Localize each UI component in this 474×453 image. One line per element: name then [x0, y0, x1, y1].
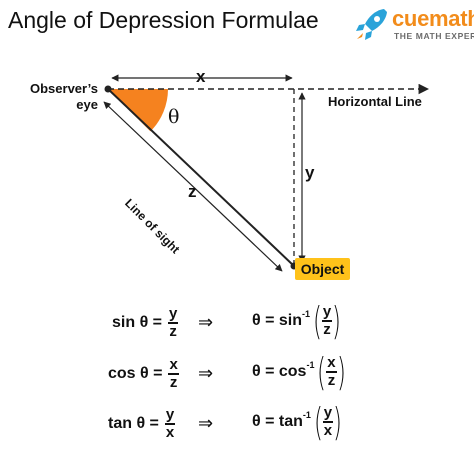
- tan-implies: ⇒: [198, 413, 214, 433]
- theta-label: θ: [168, 106, 180, 128]
- left-paren: (: [313, 400, 323, 444]
- tan-formula: tan θ = y x: [108, 406, 176, 441]
- cos-implies: ⇒: [198, 363, 214, 383]
- right-paren: ): [336, 350, 346, 394]
- tan-numerator: y: [164, 406, 176, 425]
- left-paren: (: [312, 299, 322, 343]
- sin-inv-fraction: y z: [321, 303, 333, 338]
- tan-inv-denominator: x: [323, 422, 333, 439]
- page-title: Angle of Depression Formulae: [8, 7, 319, 33]
- tan-inverse: θ = tan -1 ( y x ): [252, 403, 345, 441]
- cos-inv-fraction: x z: [326, 354, 337, 389]
- tan-inv-exp: -1: [302, 410, 311, 420]
- right-paren: ): [333, 400, 342, 444]
- observer-label-line2: eye: [76, 97, 98, 112]
- cuemath-logo: cuemath THE MATH EXPERT: [354, 6, 474, 44]
- sin-formula: sin θ = y z: [112, 305, 179, 340]
- sin-numerator: y: [168, 305, 179, 324]
- logo-wordmark: cuemath: [392, 6, 474, 31]
- sin-denominator: z: [169, 323, 177, 340]
- y-label: y: [305, 163, 315, 182]
- tan-fraction: y x: [164, 406, 176, 441]
- angle-sector: [108, 89, 168, 132]
- observer-label: Observer’s eye: [30, 81, 98, 113]
- cos-inv-lhs: θ = cos: [252, 363, 307, 380]
- rocket-icon: [356, 9, 387, 40]
- cos-inv-denominator: z: [327, 372, 336, 389]
- sin-lhs: sin θ =: [112, 314, 162, 331]
- cos-denominator: z: [169, 374, 178, 391]
- right-paren: ): [332, 299, 342, 343]
- cos-inverse: θ = cos -1 ( x z ): [252, 353, 348, 391]
- cos-lhs: cos θ =: [108, 365, 163, 382]
- z-dimension-arrow: [103, 101, 283, 272]
- observer-point: [104, 85, 112, 93]
- sin-inv-lhs: θ = sin: [252, 312, 302, 329]
- sin-fraction: y z: [168, 305, 179, 340]
- cos-inv-exp: -1: [306, 360, 315, 370]
- tan-inv-lhs: θ = tan: [252, 413, 303, 430]
- sin-inverse: θ = sin -1 ( y z ): [252, 302, 344, 340]
- left-paren: (: [317, 350, 327, 394]
- cos-inv-numerator: x: [326, 354, 337, 373]
- sin-inv-numerator: y: [321, 303, 333, 322]
- cos-numerator: x: [168, 356, 179, 375]
- cos-formula: cos θ = x z: [108, 357, 179, 391]
- tan-lhs: tan θ =: [108, 415, 159, 432]
- tan-denominator: x: [165, 424, 175, 441]
- sin-implies: ⇒: [198, 312, 214, 332]
- x-label: x: [196, 67, 206, 86]
- sin-inv-exp: -1: [302, 309, 311, 319]
- z-label: z: [188, 182, 197, 201]
- logo-tagline: THE MATH EXPERT: [394, 31, 474, 41]
- line-of-sight: [107, 88, 295, 267]
- observer-label-line1: Observer’s: [30, 81, 98, 96]
- cos-fraction: x z: [168, 356, 179, 391]
- horizontal-line-label: Horizontal Line: [328, 94, 422, 109]
- tan-inv-fraction: y x: [322, 404, 334, 439]
- object-label: Object: [295, 258, 350, 280]
- tan-inv-numerator: y: [322, 404, 334, 423]
- sin-inv-denominator: z: [323, 321, 331, 338]
